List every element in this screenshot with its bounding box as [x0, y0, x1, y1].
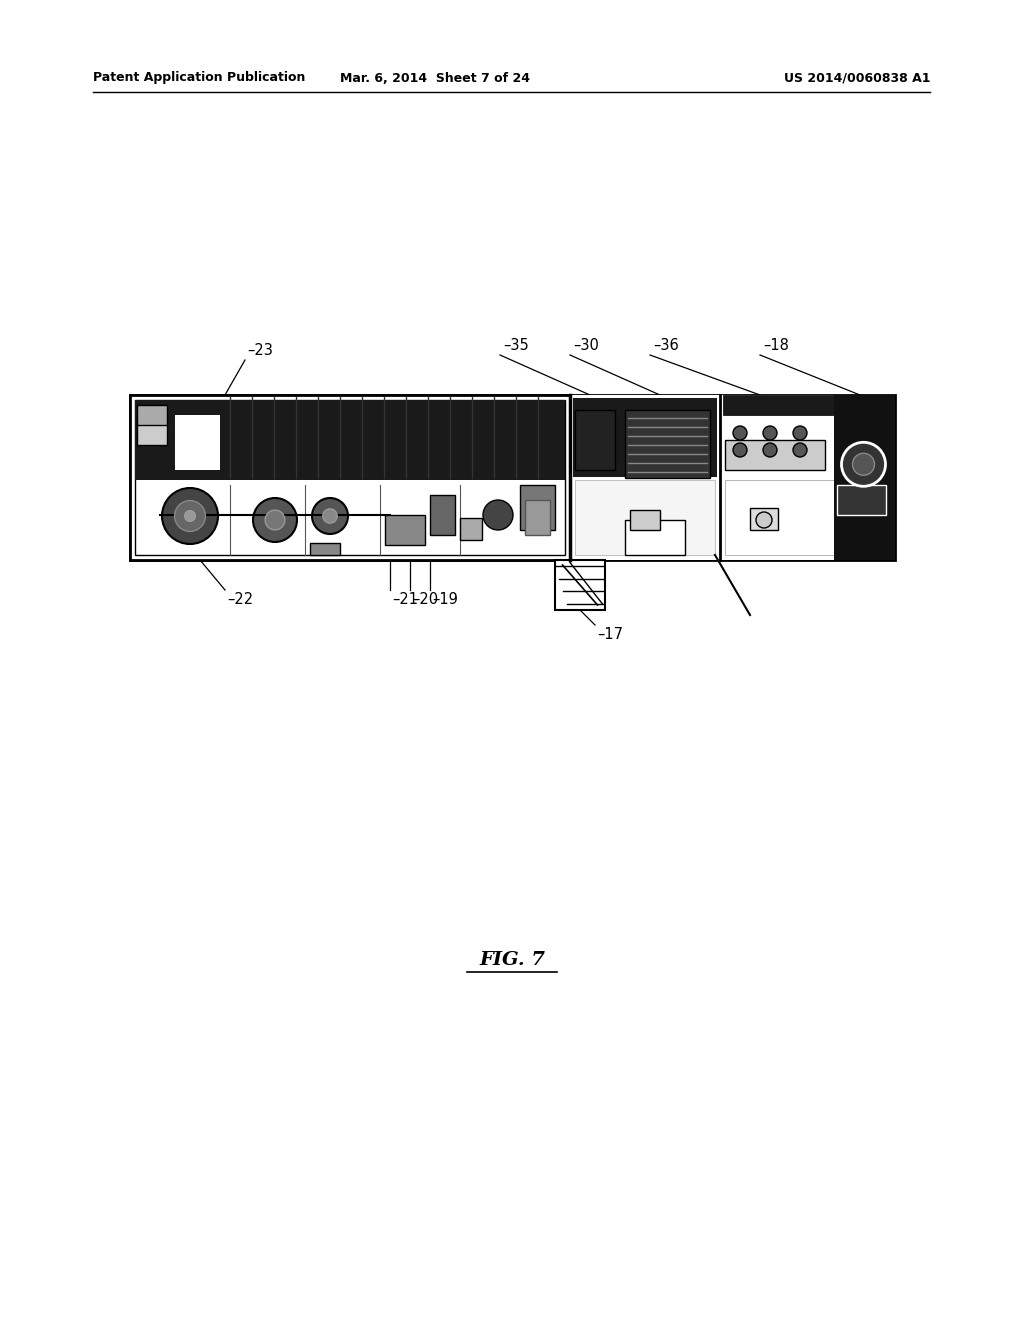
Circle shape	[793, 444, 807, 457]
Text: US 2014/0060838 A1: US 2014/0060838 A1	[783, 71, 930, 84]
Bar	[135, 400, 565, 480]
Bar	[430, 495, 455, 535]
Bar	[520, 484, 555, 531]
Bar	[723, 395, 837, 414]
Circle shape	[763, 444, 777, 457]
Circle shape	[793, 426, 807, 440]
Bar	[570, 395, 720, 560]
Bar	[625, 411, 710, 478]
Circle shape	[180, 422, 204, 447]
Bar	[310, 543, 340, 554]
Text: –18: –18	[763, 338, 788, 352]
Bar	[137, 405, 167, 425]
Bar	[575, 480, 715, 554]
Text: –22: –22	[227, 591, 253, 607]
Bar	[625, 520, 685, 554]
Text: –35: –35	[503, 338, 528, 352]
Bar	[834, 395, 895, 560]
Bar	[630, 510, 660, 531]
Bar	[130, 395, 895, 560]
Circle shape	[853, 453, 874, 475]
Bar	[137, 414, 167, 445]
Bar	[838, 484, 886, 515]
Bar	[525, 500, 550, 535]
Bar	[573, 399, 717, 477]
Circle shape	[733, 426, 746, 440]
Circle shape	[733, 444, 746, 457]
Text: Mar. 6, 2014  Sheet 7 of 24: Mar. 6, 2014 Sheet 7 of 24	[340, 71, 530, 84]
Bar	[725, 480, 839, 554]
Text: –30: –30	[573, 338, 599, 352]
Circle shape	[323, 508, 337, 523]
Circle shape	[253, 498, 297, 543]
Circle shape	[842, 442, 886, 486]
Bar	[460, 517, 482, 540]
Bar	[555, 560, 605, 610]
Bar	[720, 395, 895, 560]
Text: –36: –36	[653, 338, 679, 352]
Bar	[385, 515, 425, 545]
Text: –20: –20	[412, 591, 438, 607]
Circle shape	[763, 426, 777, 440]
Bar	[575, 411, 615, 470]
Circle shape	[162, 488, 218, 544]
Bar	[750, 508, 778, 531]
Text: –17: –17	[597, 627, 623, 642]
Circle shape	[184, 511, 196, 521]
Text: FIG. 7: FIG. 7	[479, 950, 545, 969]
Text: –21: –21	[392, 591, 418, 607]
Bar	[725, 440, 825, 470]
Text: Patent Application Publication: Patent Application Publication	[93, 71, 305, 84]
Circle shape	[265, 510, 285, 529]
Bar	[130, 395, 570, 560]
Circle shape	[175, 500, 206, 532]
Bar	[175, 414, 220, 470]
Text: –19: –19	[432, 591, 458, 607]
Circle shape	[483, 500, 513, 531]
Circle shape	[756, 512, 772, 528]
Text: –23: –23	[247, 343, 272, 358]
Bar	[135, 400, 565, 554]
Circle shape	[312, 498, 348, 535]
